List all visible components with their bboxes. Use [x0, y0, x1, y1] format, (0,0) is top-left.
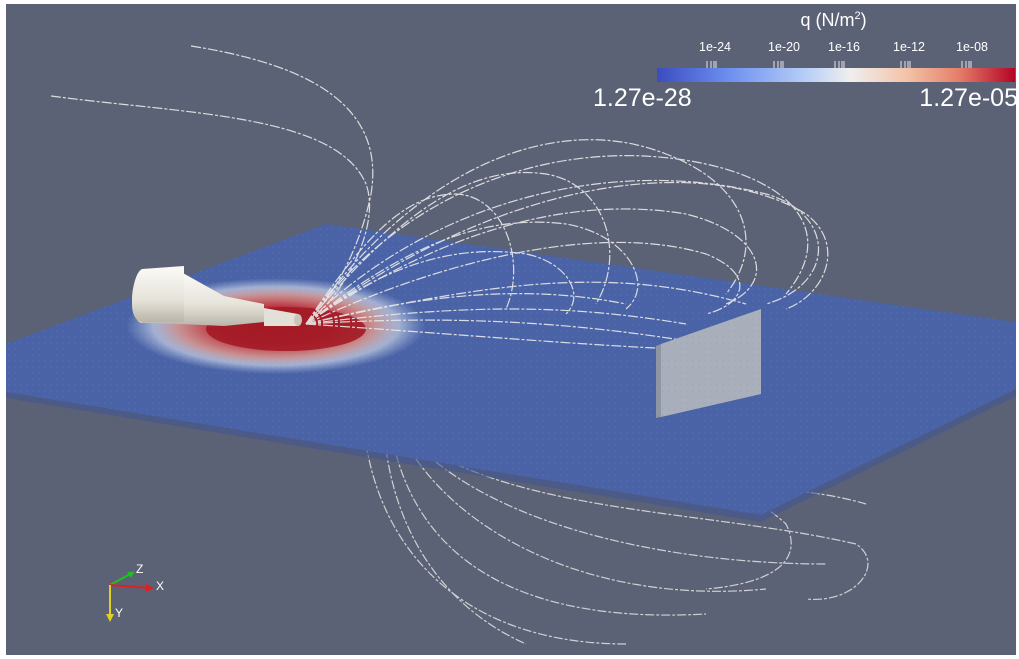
colorbar-tick-label: 1e-24	[699, 40, 731, 54]
wall-obstacle	[656, 309, 761, 418]
colorbar-title: q (N/m2)	[800, 10, 867, 30]
color-legend: q (N/m2) 1e-24 1e-20 1e-16 1e-12 1e-08 1…	[593, 10, 1016, 120]
colorbar-tick-label: 1e-20	[768, 40, 800, 54]
z-axis-label: Z	[136, 562, 144, 576]
colorbar-ticks: 1e-24 1e-20 1e-16 1e-12 1e-08	[651, 40, 1016, 58]
orientation-axes: Z X Y	[94, 552, 174, 627]
colorbar-min-label: 1.27e-28	[593, 84, 692, 112]
streamlines-upper	[50, 45, 829, 350]
colorbar-gradient	[657, 68, 1015, 82]
colorbar-minor-ticks	[706, 61, 972, 68]
colorbar-tick-label: 1e-12	[893, 40, 925, 54]
colorbar-tick-label: 1e-16	[828, 40, 860, 54]
y-axis-label: Y	[115, 606, 124, 620]
axes-triad	[106, 571, 154, 622]
x-axis-line	[109, 584, 151, 589]
colorbar-max-label: 1.27e-05	[919, 84, 1016, 112]
flow-scene[interactable]	[6, 4, 1016, 655]
colorbar-tick-label: 1e-08	[956, 40, 988, 54]
nozzle-body	[132, 266, 302, 326]
x-axis-label: X	[156, 579, 165, 593]
render-viewport[interactable]: q (N/m2) 1e-24 1e-20 1e-16 1e-12 1e-08 1…	[6, 4, 1016, 655]
